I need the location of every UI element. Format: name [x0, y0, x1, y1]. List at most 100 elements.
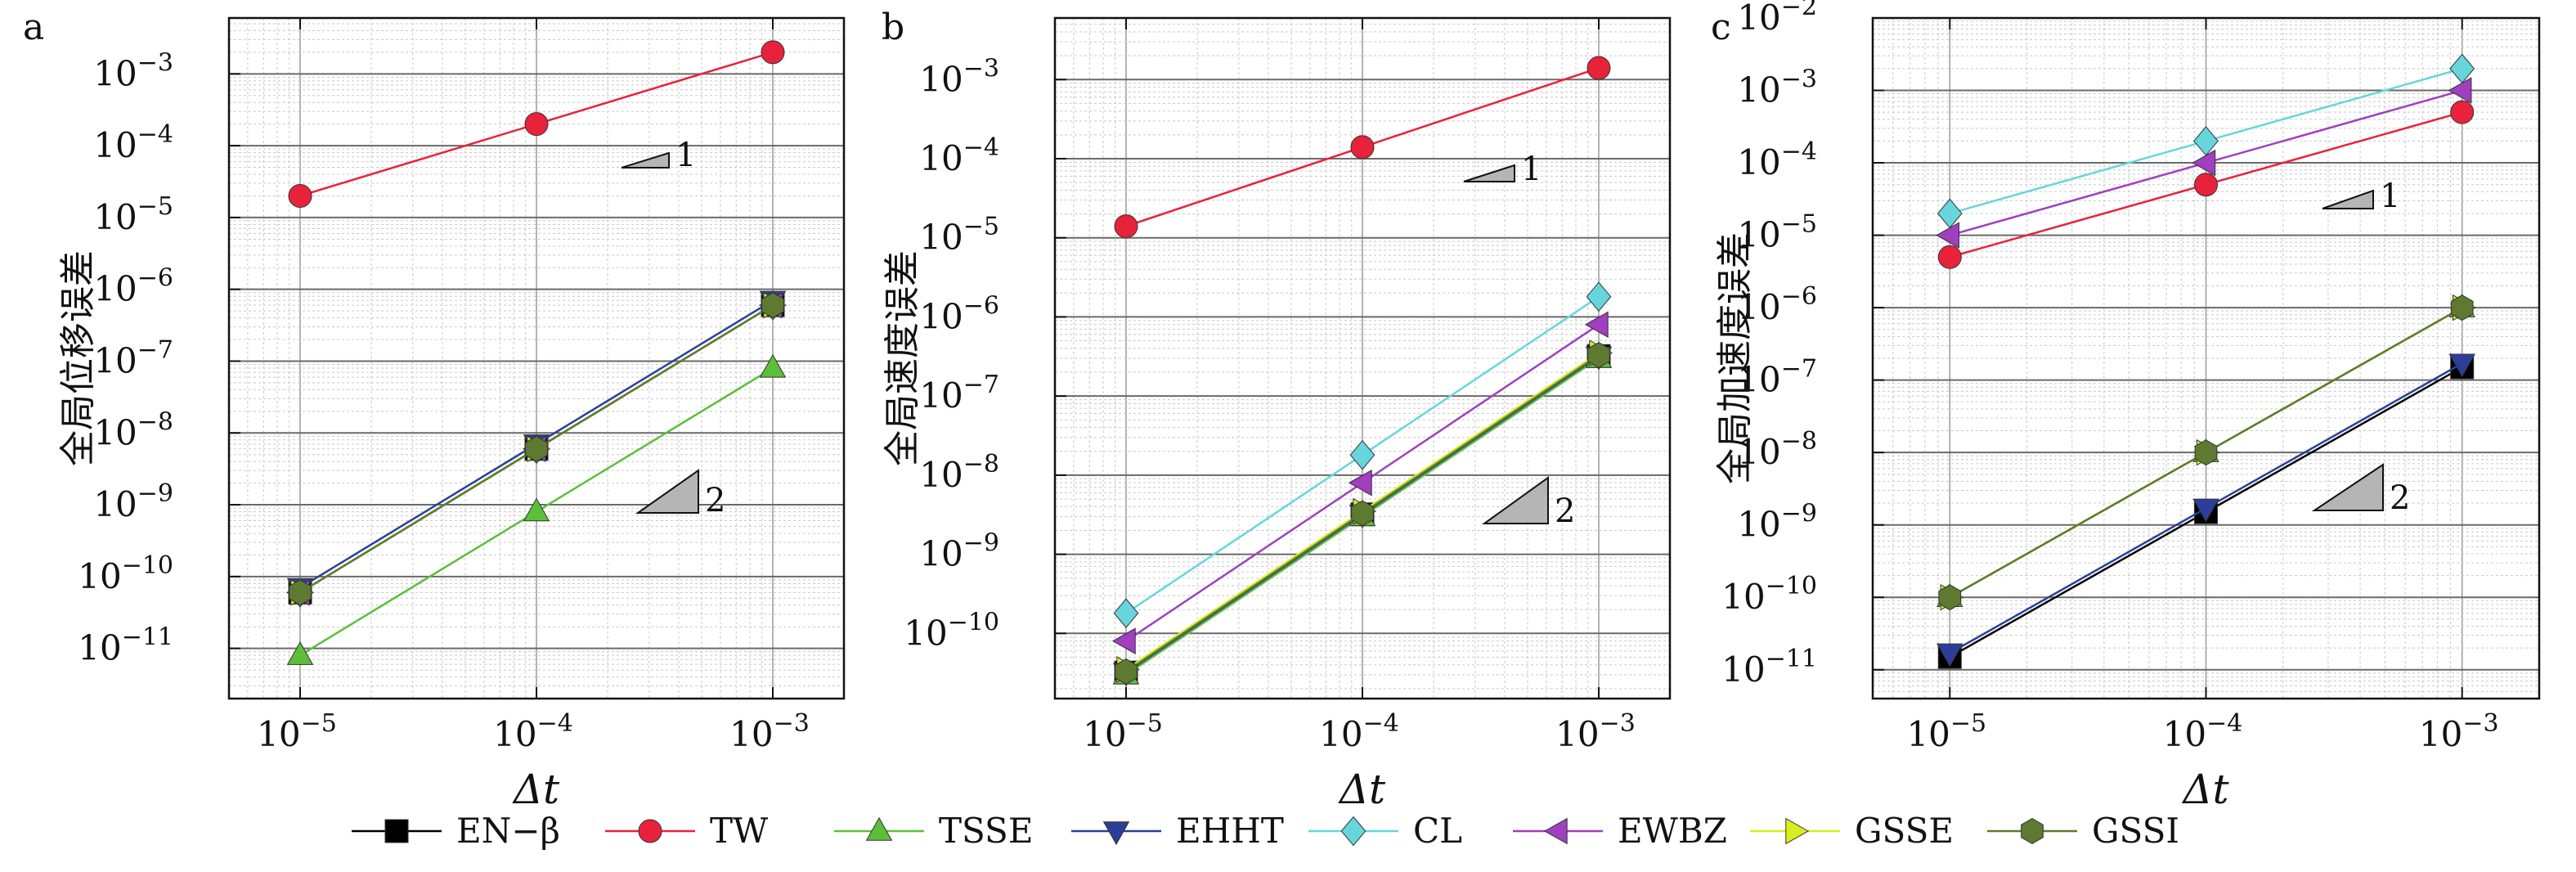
x-tick-label: 10−4 [1319, 709, 1399, 754]
x-tick-label-exponent: −4 [2206, 709, 2242, 738]
series-ewbz [1936, 77, 2472, 249]
x-tick-label-base: 10 [493, 714, 536, 754]
y-tick-label-base: 10 [1721, 577, 1765, 617]
data-point-ewbz [2448, 77, 2472, 104]
data-point-tw [524, 112, 549, 137]
y-tick-label-exponent: −9 [963, 529, 999, 558]
y-tick-label-exponent: −5 [1781, 210, 1817, 239]
x-tick-label-exponent: −3 [774, 709, 810, 738]
data-point-cl [1113, 598, 1139, 628]
y-tick-label-base: 10 [1737, 505, 1780, 545]
y-axis-label: 全局速度误差 [882, 250, 923, 466]
panel-b: 10−5 10−4 10−310−1010−910−810−710−610−510−… [882, 7, 1672, 813]
y-tick-label: 10−4 [93, 120, 173, 165]
data-point-cl [1349, 439, 1376, 470]
x-tick-label-base: 10 [2419, 714, 2462, 754]
data-point-gssi [1938, 584, 1962, 611]
y-tick-label-base: 10 [1737, 142, 1780, 182]
y-tick-label-exponent: −3 [963, 54, 999, 83]
series-tw [1937, 100, 2475, 269]
y-tick-label-exponent: −4 [963, 133, 999, 162]
y-tick-label: 10−11 [1721, 645, 1817, 690]
y-tick-label-base: 10 [1737, 70, 1780, 110]
panel-label: b [882, 7, 904, 48]
y-tick-label-exponent: −10 [948, 608, 999, 636]
data-point-gssi [761, 292, 784, 319]
y-tick-label-exponent: −4 [1781, 137, 1817, 166]
y-tick-label-base: 10 [93, 125, 137, 165]
legend-item-tw: TW [605, 811, 769, 851]
y-tick-label-base: 10 [919, 138, 963, 178]
y-tick-label: 10−4 [1737, 137, 1817, 182]
x-axis-label: Δt [512, 766, 560, 813]
y-tick-label-base: 10 [78, 628, 121, 668]
legend-item-gsse: GSSE [1750, 811, 1954, 851]
legend-label: TSSE [939, 811, 1033, 851]
y-tick-label-base: 10 [93, 269, 137, 309]
y-tick-label-exponent: −6 [137, 264, 173, 293]
data-point-ehht [1936, 643, 1963, 667]
legend-label: EHHT [1176, 811, 1284, 851]
y-tick-label: 10−10 [1721, 572, 1817, 617]
series-tsse [286, 353, 787, 665]
data-point-ewbz [1936, 222, 1959, 249]
x-tick-label-exponent: −5 [301, 709, 337, 738]
y-tick-label: 10−7 [919, 371, 999, 416]
legend-label: GSSI [2092, 811, 2179, 851]
data-point-gssi [525, 435, 548, 462]
y-tick-label: 10−6 [1737, 282, 1817, 327]
tick-marks [229, 18, 774, 699]
y-tick-label-base: 10 [1737, 360, 1780, 400]
data-point-gssi [289, 579, 312, 606]
x-axis-label: Δt [1338, 766, 1386, 813]
y-tick-label-exponent: −2 [1781, 0, 1817, 21]
data-point-tw [1350, 135, 1375, 160]
slope-label: 1 [675, 137, 696, 174]
slope-triangle-shape [621, 151, 670, 169]
series-ewbz [1111, 311, 1609, 654]
y-tick-label: 10−4 [919, 133, 999, 178]
y-tick-label: 10−8 [1737, 427, 1817, 472]
series-tw [288, 40, 785, 208]
panel-label: c [1711, 7, 1731, 48]
tick-marks [1055, 18, 1600, 699]
legend-marker [2021, 818, 2044, 844]
slope-label: 2 [705, 482, 725, 519]
slope-label: 1 [2380, 178, 2400, 215]
legend-marker [1102, 821, 1130, 846]
y-tick-label: 10−2 [1737, 0, 1817, 38]
slope-triangle-shape [2322, 189, 2374, 209]
y-tick-label-exponent: −6 [963, 291, 999, 320]
data-point-tsse [523, 497, 550, 522]
data-point-tw [2194, 173, 2218, 197]
y-tick-label: 10−6 [919, 291, 999, 336]
x-tick-label-base: 10 [729, 714, 773, 754]
data-point-ehht [2192, 498, 2219, 523]
y-tick-label: 10−5 [1737, 210, 1817, 255]
y-tick-label-base: 10 [919, 218, 963, 258]
y-tick-label-base: 10 [919, 534, 963, 574]
slope-triangle-2: 2 [2311, 463, 2410, 517]
legend-item-gssi: GSSI [1987, 811, 2179, 851]
slope-triangle-1: 1 [1463, 151, 1542, 188]
data-point-tsse [759, 353, 787, 378]
y-tick-label-base: 10 [93, 412, 137, 452]
x-tick-label-base: 10 [1906, 714, 1950, 754]
slope-triangle-2: 2 [1481, 476, 1575, 530]
legend-label: EN−β [456, 811, 560, 851]
legend-marker [865, 816, 893, 841]
data-point-ehht [2448, 353, 2475, 378]
x-tick-label-base: 10 [1555, 714, 1599, 754]
slope-triangle-1: 1 [621, 137, 696, 174]
y-tick-label: 10−5 [93, 192, 173, 237]
panel-a: 10−5 10−4 10−310−1110−1010−910−810−710−610… [23, 7, 846, 813]
data-point-ewbz [1584, 311, 1609, 339]
grid [1873, 17, 2540, 699]
y-tick-label: 10−9 [93, 479, 173, 524]
data-point-gssi [2194, 439, 2218, 466]
x-tick-label: 10−3 [2419, 709, 2499, 754]
series-ehht [1936, 353, 2475, 667]
legend-marker [384, 819, 409, 843]
data-point-gssi [2450, 294, 2474, 321]
